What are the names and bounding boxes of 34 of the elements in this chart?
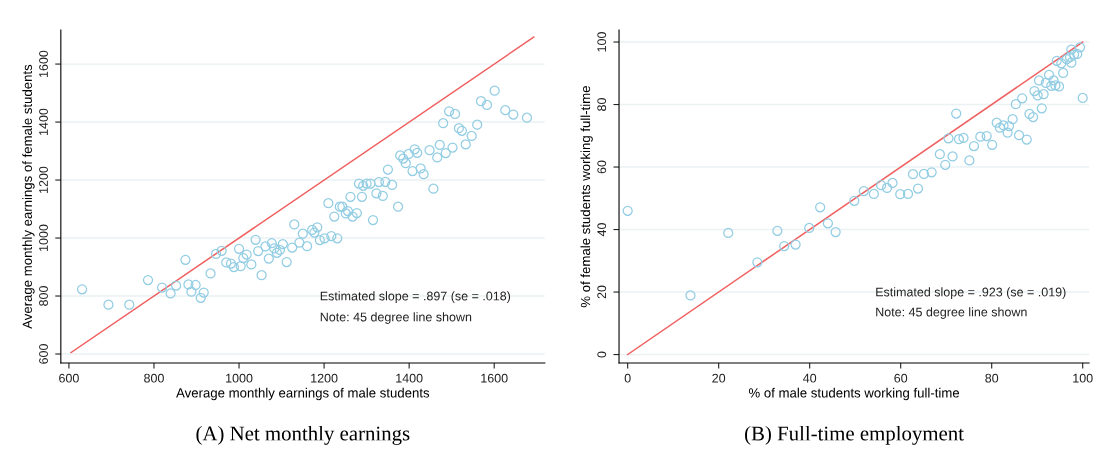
x-axis-title: Average monthly earnings of male students: [176, 387, 430, 401]
x-tick-label: 600: [59, 373, 79, 383]
y-tick-label: 1400: [39, 108, 48, 136]
x-tick-label: 800: [144, 373, 164, 383]
annotation: Estimated slope = .923 (se = .019): [876, 287, 1066, 299]
y-axis-title: Average monthly earnings of female students: [22, 64, 35, 329]
x-tick-label: 100: [1073, 373, 1093, 383]
x-tick-label: 40: [803, 373, 817, 383]
y-tick-label: 1600: [39, 50, 48, 78]
annotation: Note: 45 degree line shown: [320, 312, 472, 324]
x-tick-label: 0: [624, 373, 631, 383]
y-tick-label: 80: [597, 98, 607, 111]
x-tick-label: 1600: [481, 373, 508, 383]
x-axis-title: % of male students working full-time: [748, 387, 960, 401]
y-tick-label: 40: [597, 223, 607, 237]
y-tick-label: 0: [597, 351, 607, 358]
y-tick-label: 800: [39, 286, 48, 306]
x-tick-label: 60: [894, 373, 908, 383]
x-tick-label: 1000: [226, 373, 253, 383]
annotation: Note: 45 degree line shown: [876, 307, 1027, 319]
text: (A) Net monthly earnings: [196, 425, 410, 445]
y-axis-title: % of female students working full-time: [580, 86, 593, 308]
x-tick-label: 1200: [311, 373, 338, 383]
text: (B) Full-time employment: [745, 425, 964, 445]
y-tick-label: 1200: [39, 166, 48, 193]
x-tick-label: 20: [712, 373, 726, 383]
x-tick-label: 80: [985, 373, 999, 383]
y-tick-label: 100: [597, 32, 607, 52]
y-tick-label: 20: [597, 285, 607, 299]
y-tick-label: 1000: [39, 224, 48, 251]
y-tick-label: 600: [39, 344, 48, 364]
annotation: Estimated slope = .897 (se = .018): [320, 291, 511, 303]
x-tick-label: 1400: [396, 373, 423, 383]
y-tick-label: 60: [597, 160, 607, 174]
